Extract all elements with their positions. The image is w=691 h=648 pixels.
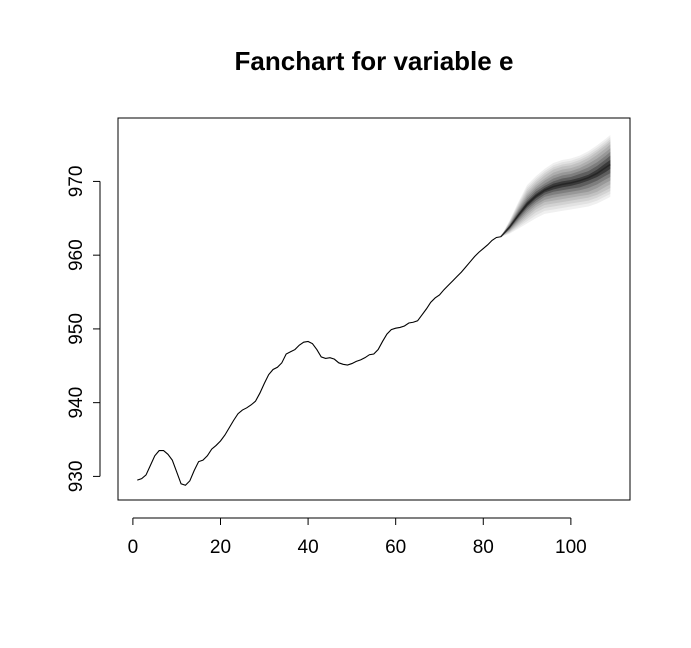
fan-bands [500,134,611,238]
y-axis: 930 940 950 960 970 [66,166,101,493]
y-tick-label-960: 960 [66,239,87,271]
y-tick-label-940: 940 [66,387,87,419]
y-tick-label-950: 950 [66,313,87,345]
x-tick-label-40: 40 [298,537,319,558]
y-tick-label-930: 930 [66,461,87,493]
x-axis: 0 20 40 60 80 100 [128,517,587,558]
plot-area-frame [117,117,631,501]
y-tick-label-970: 970 [66,166,87,198]
x-tick-label-0: 0 [128,537,139,558]
fan-median-line [500,163,611,238]
x-tick-label-80: 80 [473,537,494,558]
fan-band-20 [500,155,611,237]
x-tick-label-100: 100 [555,537,587,558]
x-tick-label-60: 60 [385,537,406,558]
x-tick-label-20: 20 [210,537,231,558]
chart-title: Fanchart for variable e [235,46,514,76]
series-line-1 [137,236,501,486]
series-lines [137,236,501,486]
